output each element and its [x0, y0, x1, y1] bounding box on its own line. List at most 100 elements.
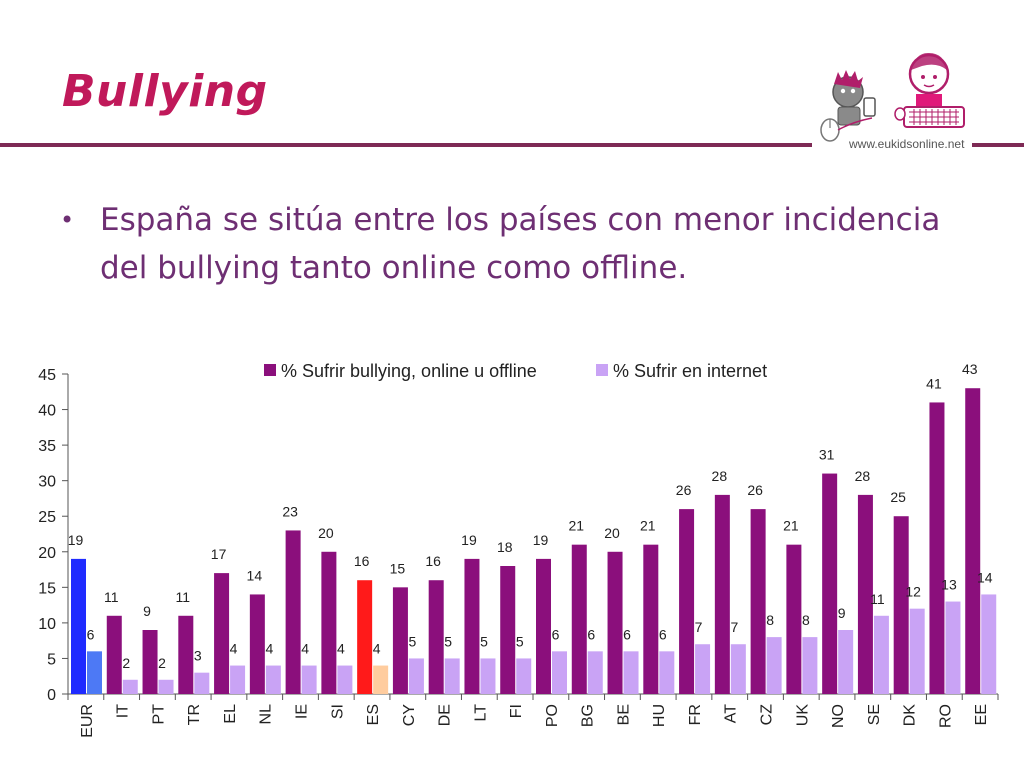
- data-label-series1: 15: [390, 560, 406, 576]
- data-label-series1: 16: [425, 553, 441, 569]
- x-category-label: SI: [329, 704, 346, 719]
- x-category-label: HU: [651, 704, 668, 727]
- data-label-series2: 2: [158, 655, 166, 671]
- bar-series2-ie: [301, 665, 317, 694]
- bar-series1-it: [106, 615, 122, 694]
- data-label-series1: 25: [890, 489, 906, 505]
- bar-series2-bg: [587, 651, 603, 694]
- data-label-series2: 6: [552, 626, 560, 642]
- bar-series1-po: [536, 558, 551, 694]
- bar-series2-cy: [408, 658, 424, 694]
- bar-series1-eur: [71, 558, 86, 694]
- data-label-series1: 28: [712, 468, 728, 484]
- title-rule-left: [0, 143, 812, 147]
- legend-label-series1: % Sufrir bullying, online u offline: [281, 361, 537, 381]
- x-category-label: BG: [580, 704, 597, 727]
- bar-series2-pt: [158, 679, 174, 694]
- data-label-series2: 2: [122, 655, 130, 671]
- bar-series1-el: [214, 573, 230, 694]
- bar-series1-nl: [249, 594, 265, 694]
- data-label-series1: 20: [318, 525, 334, 541]
- bar-series2-se: [873, 615, 889, 694]
- data-label-series2: 12: [905, 584, 921, 600]
- bar-series1-si: [321, 551, 337, 694]
- data-label-series1: 26: [676, 482, 692, 498]
- bar-series2-eur: [87, 651, 102, 694]
- bar-series2-el: [230, 665, 246, 694]
- x-category-label: NL: [258, 704, 275, 725]
- bar-series1-pt: [142, 630, 158, 694]
- x-category-label: PO: [544, 704, 561, 727]
- data-label-series1: 43: [962, 361, 978, 377]
- data-label-series2: 4: [301, 641, 309, 657]
- x-category-label: EUR: [79, 704, 96, 738]
- x-category-label: LT: [472, 704, 489, 722]
- data-label-series1: 41: [926, 375, 942, 391]
- bar-series1-fr: [679, 509, 695, 694]
- data-label-series1: 9: [143, 603, 151, 619]
- bar-series2-si: [337, 665, 353, 694]
- x-category-label: AT: [723, 704, 740, 723]
- bar-series1-at: [714, 494, 730, 694]
- x-category-label: DK: [902, 704, 919, 727]
- data-label-series1: 28: [855, 468, 871, 484]
- bar-series2-cz: [766, 637, 782, 694]
- bar-series1-de: [428, 580, 444, 694]
- y-tick-label: 45: [38, 367, 56, 384]
- y-tick-label: 20: [38, 545, 56, 562]
- data-label-series2: 6: [87, 626, 95, 642]
- y-tick-label: 5: [47, 651, 56, 668]
- bar-series2-de: [444, 658, 460, 694]
- data-label-series2: 4: [373, 641, 381, 657]
- bar-series2-lt: [480, 658, 496, 694]
- data-label-series1: 19: [461, 532, 477, 548]
- girl-icon: [894, 52, 965, 128]
- data-label-series1: 20: [604, 525, 620, 541]
- x-category-label: FI: [508, 704, 525, 718]
- data-label-series1: 16: [354, 553, 370, 569]
- data-label-series1: 14: [247, 567, 263, 583]
- data-label-series2: 6: [623, 626, 631, 642]
- bar-series1-uk: [786, 544, 802, 694]
- data-label-series1: 17: [211, 546, 227, 562]
- x-category-label: EE: [973, 704, 990, 725]
- y-tick-label: 35: [38, 438, 56, 455]
- bar-series1-ee: [965, 388, 981, 694]
- data-label-series2: 7: [730, 619, 738, 635]
- data-label-series2: 11: [870, 591, 885, 607]
- x-category-label: IE: [294, 704, 311, 719]
- data-label-series2: 8: [766, 612, 774, 628]
- bar-series1-fi: [500, 566, 516, 694]
- x-category-label: CZ: [759, 704, 776, 726]
- bar-series2-uk: [802, 637, 818, 694]
- x-category-label: BE: [615, 704, 632, 725]
- boy-icon: [820, 70, 876, 142]
- bar-series2-fr: [695, 644, 711, 694]
- bar-series2-it: [122, 679, 138, 694]
- y-tick-label: 25: [38, 509, 56, 526]
- data-label-series2: 5: [480, 633, 488, 649]
- bar-series2-po: [552, 651, 567, 694]
- bar-series1-be: [607, 551, 623, 694]
- bar-series2-tr: [194, 672, 210, 694]
- y-tick-label: 0: [47, 687, 56, 704]
- data-label-series2: 8: [802, 612, 810, 628]
- bar-series1-se: [857, 494, 873, 694]
- x-category-label: TR: [186, 704, 203, 725]
- bar-series1-ie: [285, 530, 301, 694]
- x-category-label: FR: [687, 704, 704, 725]
- logo-url: www.eukidsonline.net: [849, 137, 965, 151]
- x-category-label: NO: [830, 704, 847, 728]
- data-label-series2: 13: [941, 577, 957, 593]
- bar-series2-be: [623, 651, 639, 694]
- data-label-series2: 14: [977, 569, 993, 585]
- bar-series1-bg: [571, 544, 587, 694]
- data-label-series1: 21: [568, 518, 584, 534]
- data-label-series1: 21: [783, 518, 799, 534]
- legend-swatch-series2: [596, 364, 608, 376]
- title-rule-right: [972, 143, 1024, 147]
- data-label-series2: 6: [587, 626, 595, 642]
- x-category-label: UK: [794, 704, 811, 727]
- data-label-series1: 31: [819, 447, 835, 463]
- bar-series2-es: [373, 665, 389, 694]
